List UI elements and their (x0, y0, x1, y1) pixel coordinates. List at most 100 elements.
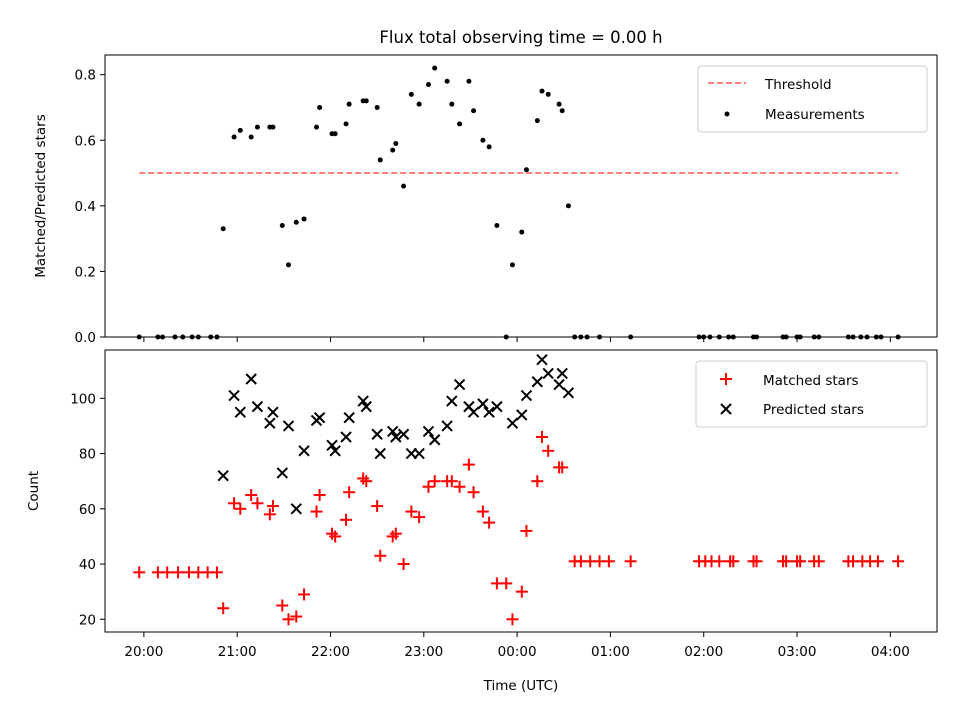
matched-star-point (483, 516, 496, 529)
matched-star-point (727, 555, 740, 568)
matched-star-point (506, 613, 519, 626)
predicted-star-point (536, 353, 548, 366)
x-tick-label: 23:00 (404, 644, 443, 660)
matched-star-point (313, 489, 326, 502)
legend-measurements-swatch (724, 111, 730, 117)
predicted-star-stroke-b (326, 439, 338, 451)
predicted-star-stroke-b (371, 428, 383, 440)
top-legend: Threshold Measurements (697, 65, 928, 133)
matched-star-point (266, 500, 279, 513)
matched-star-point (210, 566, 223, 579)
predicted-star-point (290, 503, 302, 515)
predicted-star-stroke-b (374, 447, 386, 460)
predicted-star-point (340, 431, 352, 443)
top-plot-panel: 0.00.20.40.60.8 Matched/Predicted stars … (33, 54, 938, 346)
measurement-point (509, 262, 515, 268)
measurement-point (293, 219, 299, 225)
measurement-point (408, 91, 414, 97)
measurement-point (237, 127, 243, 133)
predicted-star-point (556, 367, 568, 380)
measurement-point (519, 229, 525, 235)
predicted-star-stroke-b (390, 431, 402, 443)
predicted-star-stroke-b (477, 398, 489, 410)
matched-star-point (245, 489, 258, 502)
predicted-star-stroke-b (467, 406, 480, 418)
predicted-star-stroke-b (413, 447, 425, 460)
matched-star-point (374, 549, 387, 562)
top-y-tick-label: 0.8 (75, 68, 96, 84)
bottom-plot-axes: 20:00 21:00 22:00 23:00 00:00 01:00 02:00 03:00… (70, 391, 910, 660)
matched-star-point (422, 480, 435, 493)
measurement-point (346, 101, 352, 107)
predicted-star-point (467, 406, 480, 418)
measurement-point (480, 137, 486, 143)
predicted-star-point (477, 398, 489, 410)
bottom-legend-box (695, 360, 928, 428)
matched-star-point (500, 577, 513, 590)
predicted-star-stroke-b (282, 420, 295, 432)
predicted-star-point (397, 428, 410, 440)
predicted-star-point (422, 425, 435, 438)
predicted-star-stroke-b (422, 425, 435, 438)
predicted-star-stroke-b (441, 420, 453, 432)
measurement-point (449, 101, 455, 107)
bottom-plot-ylabel: Count (26, 471, 42, 511)
matched-star-point (340, 513, 353, 526)
predicted-star-point (264, 417, 276, 429)
bottom-y-tick-label: 60 (79, 502, 96, 518)
measurement-point (393, 141, 399, 147)
matched-star-point (343, 486, 356, 499)
predicted-star-point (267, 406, 279, 418)
predicted-star-point (506, 417, 519, 429)
x-tick-label: 04:00 (871, 644, 910, 660)
predicted-star-point (446, 395, 458, 407)
measurement-point (539, 88, 545, 94)
bottom-plot-panel: 20:00 21:00 22:00 23:00 00:00 01:00 02:00 03:00… (26, 349, 938, 694)
predicted-star-stroke-b (386, 425, 399, 438)
matched-star-point (276, 599, 289, 612)
matched-star-point (750, 555, 763, 568)
measurement-point (390, 147, 396, 153)
figure-title: Flux total observing time = 0.00 h (379, 28, 662, 47)
measurement-point (317, 104, 323, 110)
predicted-star-stroke-b (562, 387, 575, 399)
x-tick-label: 21:00 (218, 644, 257, 660)
matched-star-point (535, 431, 548, 444)
predicted-star-stroke-b (453, 378, 466, 391)
measurement-point (313, 124, 319, 130)
predicted-star-stroke-b (397, 428, 410, 440)
measurement-point (565, 203, 571, 209)
legend-matched-swatch (720, 373, 732, 385)
predicted-star-stroke-b (329, 445, 341, 457)
predicted-star-stroke-b (553, 378, 565, 391)
predicted-star-point (251, 400, 264, 413)
x-tick-label: 00:00 (498, 644, 537, 660)
measurement-point (471, 108, 477, 114)
top-plot-axes: 0.0 0.2 0.4 0.6 0.8 (75, 68, 891, 346)
predicted-star-stroke-b (360, 400, 372, 413)
matched-star-point (228, 497, 241, 510)
matched-star-point (263, 508, 276, 521)
x-tick-label: 22:00 (311, 644, 350, 660)
legend-threshold-label: Threshold (764, 77, 832, 93)
matched-star-point (217, 602, 230, 615)
predicted-star-point (343, 411, 355, 424)
measurement-point (231, 134, 237, 140)
predicted-star-point (360, 400, 372, 413)
matched-star-point (389, 527, 402, 540)
predicted-star-stroke-b (531, 376, 544, 388)
x-tick-label: 03:00 (778, 644, 817, 660)
predicted-star-stroke-b (313, 411, 326, 424)
measurement-point (374, 104, 380, 110)
matched-star-point (397, 558, 410, 571)
predicted-star-point (245, 373, 257, 385)
predicted-star-stroke-b (556, 367, 568, 380)
top-y-tick-label: 0.2 (75, 264, 96, 280)
measurement-point (343, 121, 349, 127)
matched-star-point (172, 566, 185, 579)
matched-star-point (812, 555, 825, 568)
predicted-star-point (282, 420, 295, 432)
matched-star-point (542, 444, 555, 457)
predicted-star-point (217, 469, 229, 482)
